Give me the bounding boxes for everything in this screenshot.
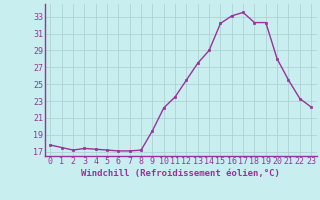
X-axis label: Windchill (Refroidissement éolien,°C): Windchill (Refroidissement éolien,°C) — [81, 169, 280, 178]
